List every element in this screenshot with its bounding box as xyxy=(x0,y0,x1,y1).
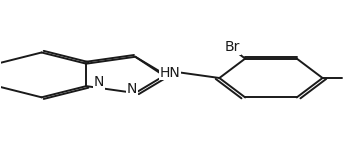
Text: HN: HN xyxy=(160,66,180,80)
Text: Br: Br xyxy=(225,40,240,54)
Text: N: N xyxy=(127,82,137,95)
Text: N: N xyxy=(94,75,104,89)
